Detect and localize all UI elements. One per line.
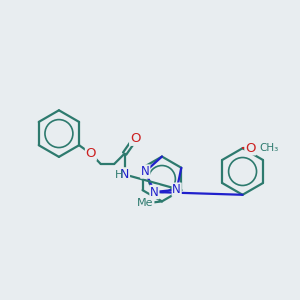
Text: O: O [245, 142, 256, 155]
Text: N: N [120, 168, 129, 181]
Text: O: O [85, 147, 96, 160]
Text: CH₃: CH₃ [260, 143, 279, 153]
Text: O: O [130, 132, 140, 145]
Text: N: N [150, 185, 159, 199]
Text: N: N [141, 165, 150, 178]
Text: Me: Me [137, 198, 154, 208]
Text: H: H [115, 170, 123, 180]
Text: N: N [172, 183, 181, 196]
